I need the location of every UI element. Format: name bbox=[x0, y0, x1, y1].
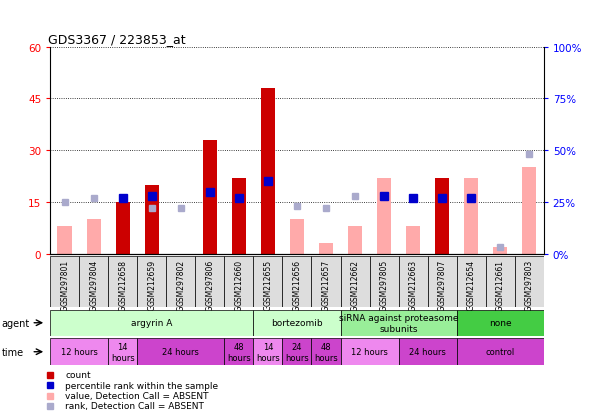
Bar bbox=[406, 226, 420, 254]
Text: control: control bbox=[486, 348, 515, 356]
Text: rank, Detection Call = ABSENT: rank, Detection Call = ABSENT bbox=[65, 401, 204, 411]
Bar bbox=[486, 256, 515, 308]
Bar bbox=[522, 168, 537, 254]
Bar bbox=[515, 256, 544, 308]
Text: GDS3367 / 223853_at: GDS3367 / 223853_at bbox=[48, 33, 186, 46]
Bar bbox=[261, 89, 275, 254]
Bar bbox=[348, 226, 362, 254]
Text: GSM297804: GSM297804 bbox=[89, 259, 98, 305]
Bar bbox=[166, 256, 196, 308]
Text: time: time bbox=[2, 347, 24, 357]
Bar bbox=[196, 256, 225, 308]
Text: percentile rank within the sample: percentile rank within the sample bbox=[65, 381, 218, 390]
Text: siRNA against proteasome
subunits: siRNA against proteasome subunits bbox=[339, 313, 459, 333]
Bar bbox=[57, 226, 72, 254]
Bar bbox=[319, 244, 333, 254]
Bar bbox=[457, 310, 544, 337]
Bar bbox=[225, 256, 254, 308]
Text: GSM212659: GSM212659 bbox=[147, 259, 157, 305]
Bar bbox=[398, 256, 428, 308]
Text: GSM297802: GSM297802 bbox=[176, 259, 186, 305]
Bar bbox=[282, 256, 311, 308]
Bar bbox=[86, 220, 101, 254]
Bar bbox=[457, 256, 486, 308]
Bar bbox=[79, 256, 108, 308]
Text: GSM212654: GSM212654 bbox=[467, 259, 476, 305]
Text: GSM212658: GSM212658 bbox=[118, 259, 127, 305]
Text: 24 hours: 24 hours bbox=[163, 348, 199, 356]
Bar bbox=[290, 220, 304, 254]
Bar bbox=[254, 256, 282, 308]
Text: 24 hours: 24 hours bbox=[409, 348, 446, 356]
Bar bbox=[254, 339, 282, 366]
Bar bbox=[50, 339, 108, 366]
Text: none: none bbox=[489, 319, 511, 328]
Bar bbox=[225, 339, 254, 366]
Bar bbox=[145, 185, 159, 254]
Bar bbox=[457, 339, 544, 366]
Text: 24
hours: 24 hours bbox=[285, 342, 309, 362]
Text: GSM297801: GSM297801 bbox=[60, 259, 69, 305]
Bar bbox=[254, 310, 340, 337]
Text: GSM212661: GSM212661 bbox=[496, 259, 505, 305]
Bar bbox=[145, 237, 159, 254]
Bar bbox=[108, 339, 137, 366]
Text: value, Detection Call = ABSENT: value, Detection Call = ABSENT bbox=[65, 391, 209, 400]
Text: GSM297805: GSM297805 bbox=[379, 259, 388, 305]
Bar bbox=[232, 178, 246, 254]
Bar bbox=[435, 178, 449, 254]
Text: GSM212663: GSM212663 bbox=[408, 259, 418, 305]
Bar bbox=[493, 247, 508, 254]
Bar bbox=[50, 256, 79, 308]
Bar bbox=[464, 178, 478, 254]
Bar bbox=[428, 256, 457, 308]
Bar bbox=[137, 256, 166, 308]
Bar bbox=[340, 256, 369, 308]
Text: argyrin A: argyrin A bbox=[131, 319, 173, 328]
Text: 14
hours: 14 hours bbox=[256, 342, 280, 362]
Bar bbox=[282, 339, 311, 366]
Bar bbox=[377, 178, 391, 254]
Text: 14
hours: 14 hours bbox=[111, 342, 135, 362]
Text: GSM212657: GSM212657 bbox=[322, 259, 330, 305]
Bar bbox=[398, 339, 457, 366]
Bar bbox=[137, 339, 225, 366]
Text: 48
hours: 48 hours bbox=[314, 342, 338, 362]
Text: bortezomib: bortezomib bbox=[271, 319, 323, 328]
Bar bbox=[340, 310, 457, 337]
Text: agent: agent bbox=[2, 318, 30, 328]
Bar bbox=[369, 256, 398, 308]
Text: 48
hours: 48 hours bbox=[227, 342, 251, 362]
Text: count: count bbox=[65, 370, 90, 380]
Bar bbox=[203, 140, 217, 254]
Text: 12 hours: 12 hours bbox=[351, 348, 388, 356]
Text: GSM212655: GSM212655 bbox=[264, 259, 272, 305]
Text: 12 hours: 12 hours bbox=[61, 348, 98, 356]
Bar bbox=[108, 256, 137, 308]
Text: GSM297806: GSM297806 bbox=[206, 259, 215, 305]
Text: GSM297807: GSM297807 bbox=[437, 259, 447, 305]
Bar bbox=[116, 202, 130, 254]
Text: GSM297803: GSM297803 bbox=[525, 259, 534, 305]
Text: GSM212660: GSM212660 bbox=[235, 259, 243, 305]
Text: GSM212656: GSM212656 bbox=[293, 259, 301, 305]
Bar bbox=[311, 256, 340, 308]
Text: GSM212662: GSM212662 bbox=[350, 259, 359, 305]
Bar bbox=[340, 339, 398, 366]
Bar bbox=[50, 310, 254, 337]
Bar bbox=[311, 339, 340, 366]
